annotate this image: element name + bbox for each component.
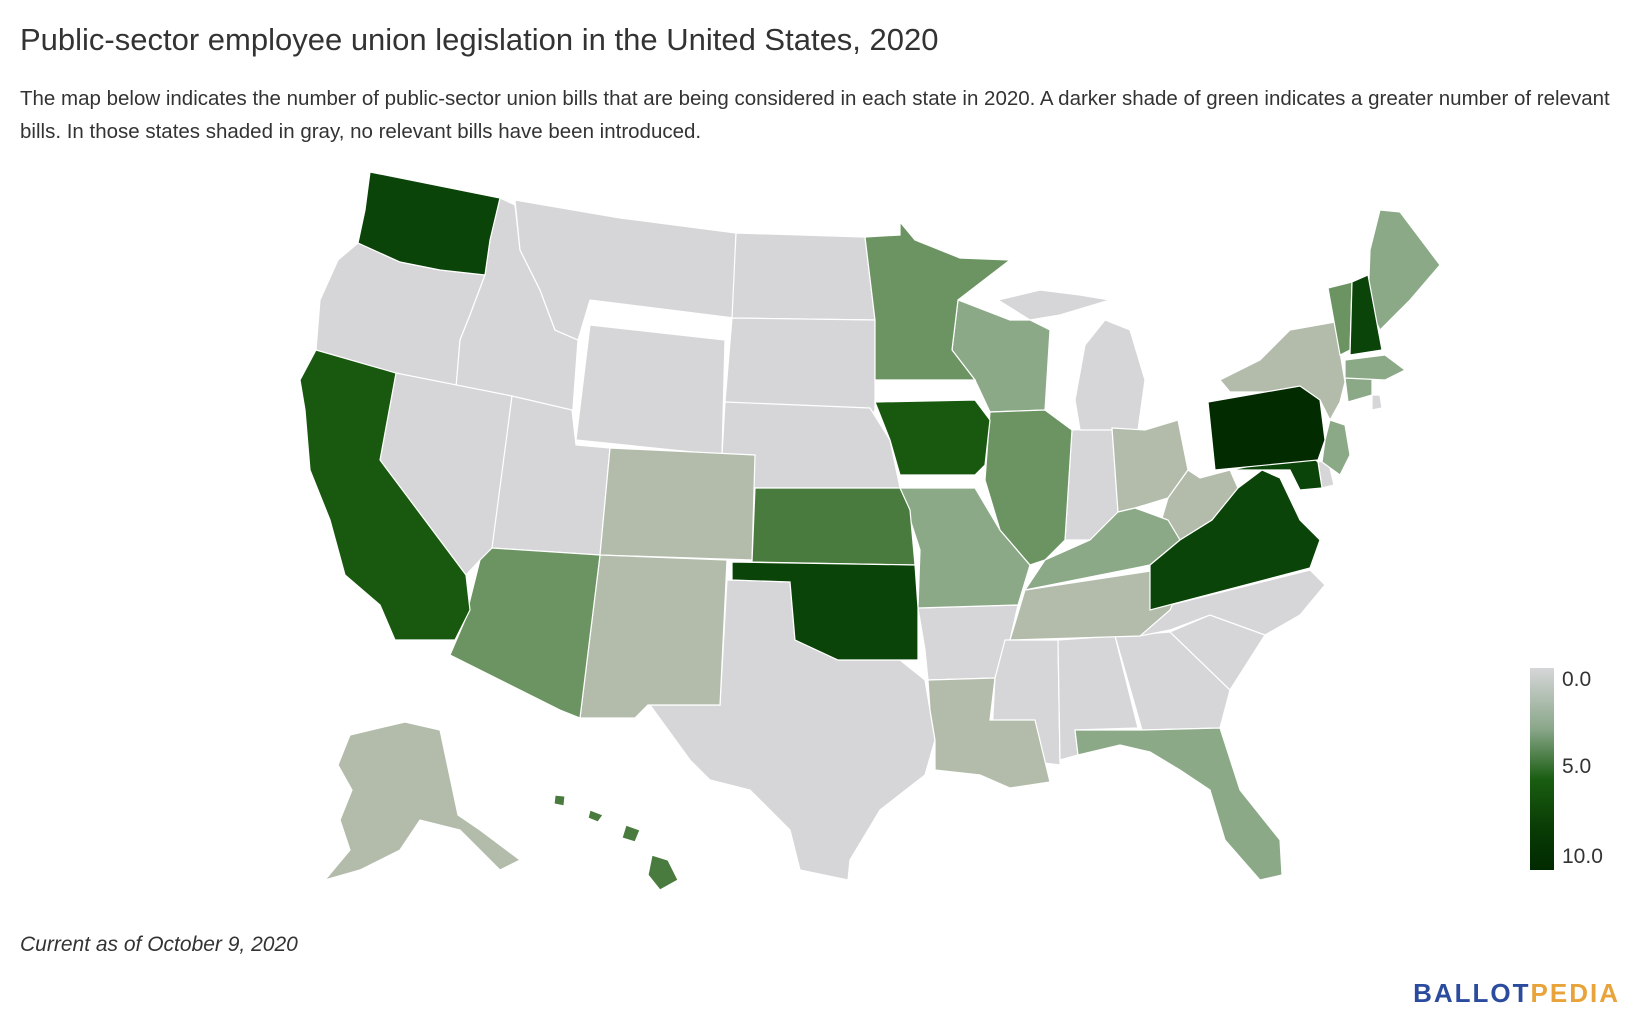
state-maine[interactable] xyxy=(1367,209,1441,332)
state-new-hampshire[interactable] xyxy=(1349,274,1383,356)
state-illinois[interactable] xyxy=(984,409,1073,566)
map-title: Public-sector employee union legislation… xyxy=(20,22,939,57)
state-kansas[interactable] xyxy=(751,487,916,566)
state-oklahoma[interactable] xyxy=(731,561,919,661)
state-hawaii-oahu[interactable] xyxy=(587,809,604,823)
state-arizona[interactable] xyxy=(449,547,601,719)
state-alaska[interactable] xyxy=(323,721,522,882)
state-michigan-up[interactable] xyxy=(996,289,1111,321)
legend-max-label: 10.0 xyxy=(1562,845,1603,868)
state-iowa[interactable] xyxy=(874,399,991,476)
states-dark xyxy=(299,349,991,641)
state-north-dakota[interactable] xyxy=(731,232,876,321)
state-louisiana[interactable] xyxy=(927,677,1051,789)
state-california[interactable] xyxy=(299,349,471,641)
state-minnesota[interactable] xyxy=(864,220,1012,381)
state-michigan[interactable] xyxy=(1074,319,1146,431)
state-missouri[interactable] xyxy=(899,487,1031,609)
state-massachusetts[interactable] xyxy=(1344,354,1407,381)
state-new-mexico[interactable] xyxy=(579,554,728,719)
state-georgia[interactable] xyxy=(1114,631,1231,731)
state-hawaii-maui[interactable] xyxy=(621,824,641,843)
map-description: The map below indicates the number of pu… xyxy=(20,87,1610,143)
state-colorado[interactable] xyxy=(599,447,756,561)
states-darker xyxy=(357,171,1383,661)
state-pennsylvania[interactable] xyxy=(1207,385,1326,471)
state-north-carolina[interactable] xyxy=(1139,569,1326,637)
state-hawaii-kauai[interactable] xyxy=(553,794,566,807)
as-of-note: Current as of October 9, 2020 xyxy=(20,933,298,956)
state-washington[interactable] xyxy=(357,171,501,276)
ballotpedia-logo[interactable]: BALLOTPEDIA xyxy=(1413,978,1620,1009)
state-florida[interactable] xyxy=(1074,727,1283,881)
states-mid-light xyxy=(899,209,1441,881)
state-montana[interactable] xyxy=(514,199,737,341)
state-hawaii-big[interactable] xyxy=(647,854,679,891)
brand-part-1: BALLOT xyxy=(1413,978,1531,1008)
state-wyoming[interactable] xyxy=(575,324,726,456)
state-virginia[interactable] xyxy=(1149,469,1321,611)
legend-color-scale xyxy=(1530,668,1554,870)
state-connecticut[interactable] xyxy=(1344,377,1373,403)
legend-mid-label: 5.0 xyxy=(1562,755,1592,778)
states-mid xyxy=(449,220,1353,891)
states-no-bills xyxy=(315,197,1383,881)
brand-part-2: PEDIA xyxy=(1530,978,1620,1008)
legend-min-label: 0.0 xyxy=(1562,668,1592,691)
states-mid-dark xyxy=(751,487,916,566)
state-kentucky[interactable] xyxy=(1023,507,1181,591)
states-darkest xyxy=(1207,385,1326,471)
state-rhode-island[interactable] xyxy=(1371,394,1383,411)
